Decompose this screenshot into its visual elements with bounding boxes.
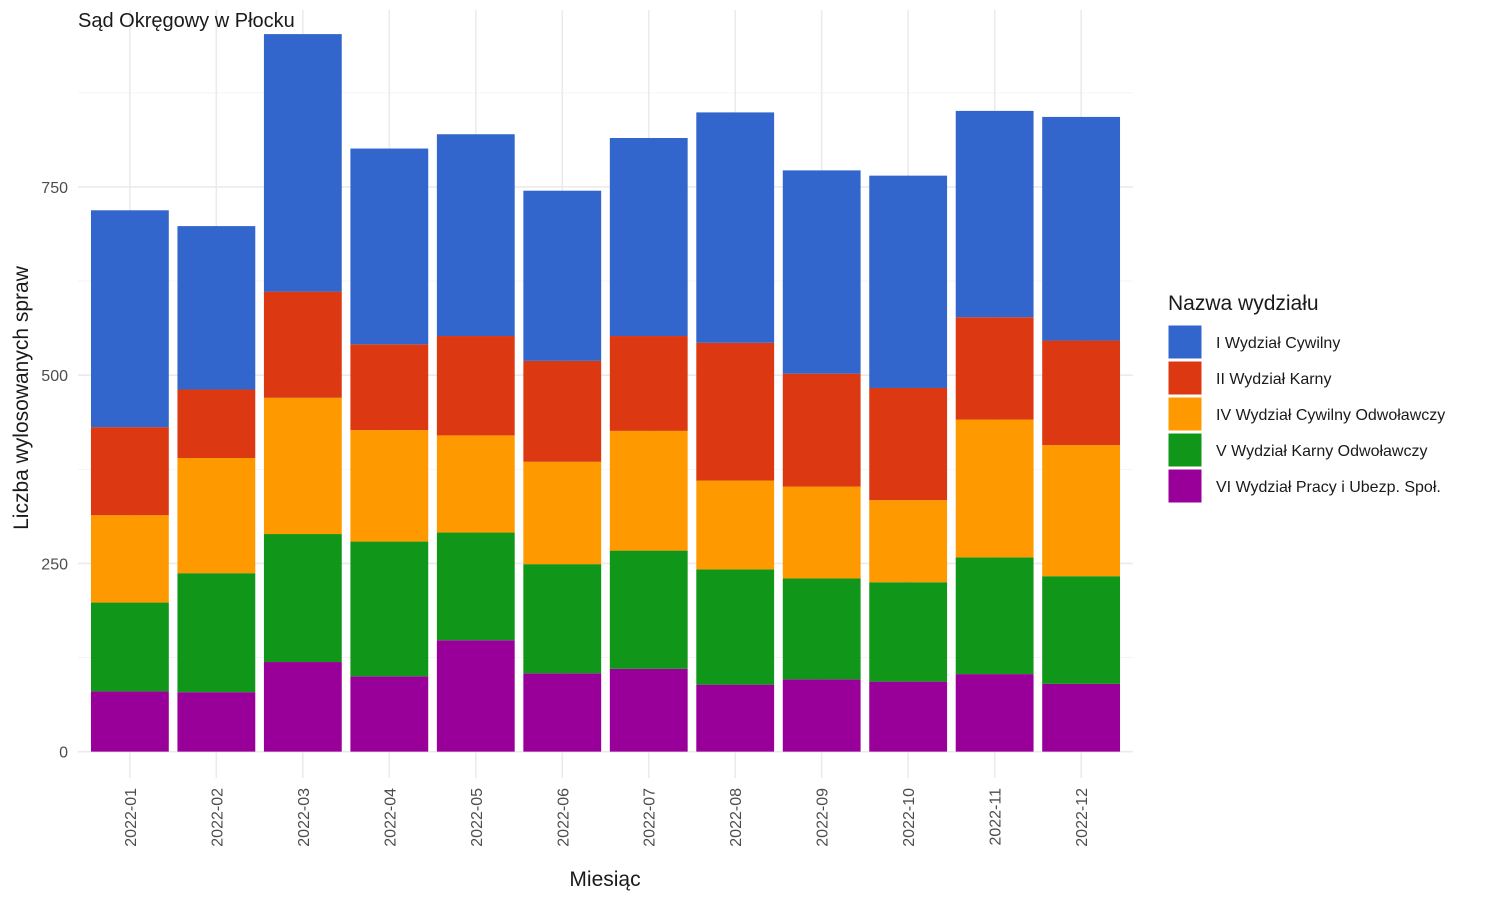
bar-segment: II Wydział Karny 2022-03: 141 (263, 291, 342, 398)
bar-segment: IV Wydział Cywilny Odwoławczy 2022-12: 1… (1042, 445, 1121, 577)
x-tick-label: 2022-11 (988, 788, 1005, 846)
x-tick-label: 2022-08 (728, 788, 745, 847)
bar-segment: IV Wydział Cywilny Odwoławczy 2022-10: 1… (869, 500, 948, 583)
x-tick-label: 2022-12 (1074, 788, 1091, 847)
bar-segment: IV Wydział Cywilny Odwoławczy 2022-03: 1… (263, 397, 342, 535)
bar-segment: V Wydział Karny Odwoławczy 2022-06: 145 (523, 564, 602, 674)
bar-segment: VI Wydział Pracy i Ubezp. Społ. 2022-02:… (177, 692, 256, 752)
y-tick-label: 0 (59, 745, 68, 762)
bar-segment: I Wydział Cywilny 2022-04: 260 (350, 148, 429, 345)
bar-segment: VI Wydział Pracy i Ubezp. Społ. 2022-04:… (350, 676, 429, 752)
x-axis-title: Miesiąc (569, 868, 640, 891)
y-tick-label: 500 (41, 368, 68, 385)
legend-swatch (1167, 360, 1203, 396)
legend-label: VI Wydział Pracy i Ubezp. Społ. (1216, 479, 1441, 496)
bar-segment: V Wydział Karny Odwoławczy 2022-07: 157 (609, 550, 688, 669)
bar-segment: IV Wydział Cywilny Odwoławczy 2022-04: 1… (350, 430, 429, 542)
bar-segment: V Wydział Karny Odwoławczy 2022-02: 158 (177, 573, 256, 693)
bar-segment: II Wydział Karny 2022-05: 132 (436, 336, 515, 436)
bar-segment: IV Wydział Cywilny Odwoławczy 2022-09: 1… (782, 486, 861, 579)
y-tick-label: 750 (41, 180, 68, 197)
x-tick-label: 2022-07 (642, 788, 659, 847)
bar-segment: V Wydział Karny Odwoławczy 2022-09: 134 (782, 578, 861, 680)
x-tick-label: 2022-04 (382, 788, 399, 847)
bar-segment: VI Wydział Pracy i Ubezp. Społ. 2022-01:… (90, 691, 169, 752)
legend-swatch (1167, 432, 1203, 468)
bar-segment: II Wydział Karny 2022-02: 91 (177, 389, 256, 458)
x-tick-label: 2022-01 (123, 788, 140, 847)
bar-segment: IV Wydział Cywilny Odwoławczy 2022-02: 1… (177, 458, 256, 574)
bar-segment: IV Wydział Cywilny Odwoławczy 2022-07: 1… (609, 430, 688, 551)
bar-segment: V Wydział Karny Odwoławczy 2022-10: 132 (869, 582, 948, 682)
bar-segment: VI Wydział Pracy i Ubezp. Społ. 2022-06:… (523, 673, 602, 752)
bar-segment: IV Wydział Cywilny Odwoławczy 2022-06: 1… (523, 461, 602, 565)
bar-segment: VI Wydział Pracy i Ubezp. Społ. 2022-08:… (696, 684, 775, 752)
x-tick-label: 2022-10 (901, 788, 918, 847)
bar-segment: VI Wydział Pracy i Ubezp. Społ. 2022-03:… (263, 662, 342, 752)
bar-segment: V Wydział Karny Odwoławczy 2022-05: 143 (436, 532, 515, 641)
bar-segment: V Wydział Karny Odwoławczy 2022-11: 155 (955, 557, 1034, 675)
bar-segment: I Wydział Cywilny 2022-03: 342 (263, 34, 342, 292)
chart-title: Sąd Okręgowy w Płocku (78, 10, 295, 32)
bar-segment: II Wydział Karny 2022-04: 114 (350, 344, 429, 431)
bar-segment: VI Wydział Pracy i Ubezp. Społ. 2022-12:… (1042, 683, 1121, 752)
bar-segment: V Wydział Karny Odwoławczy 2022-01: 118 (90, 602, 169, 692)
x-tick-label: 2022-06 (555, 788, 572, 847)
y-axis-ticks: 0 250 500 750 (41, 180, 68, 762)
x-tick-label: 2022-05 (469, 788, 486, 847)
bar-segment: I Wydział Cywilny 2022-02: 217 (177, 226, 256, 390)
x-tick-label: 2022-03 (296, 788, 313, 847)
bar-segment: IV Wydział Cywilny Odwoławczy 2022-05: 1… (436, 435, 515, 533)
bar-segment: I Wydział Cywilny 2022-11: 274 (955, 110, 1034, 318)
legend-swatch (1167, 468, 1203, 504)
bar-segment: I Wydział Cywilny 2022-06: 226 (523, 190, 602, 361)
x-tick-label: 2022-09 (815, 788, 832, 847)
legend-label: II Wydział Karny (1216, 371, 1331, 388)
bar-segment: II Wydział Karny 2022-08: 183 (696, 342, 775, 481)
bar-segment: I Wydział Cywilny 2022-10: 282 (869, 175, 948, 388)
y-tick-label: 250 (41, 556, 68, 573)
legend-items: I Wydział Cywilny II Wydział Karny IV Wydz… (1167, 324, 1445, 504)
bar-segment: IV Wydział Cywilny Odwoławczy 2022-08: 1… (696, 480, 775, 570)
bar-segment: I Wydział Cywilny 2022-05: 268 (436, 134, 515, 337)
legend-label: V Wydział Karny Odwoławczy (1216, 443, 1427, 460)
legend: Nazwa wydziału I Wydział Cywilny II Wydzi… (1167, 292, 1445, 504)
bar-segment: VI Wydział Pracy i Ubezp. Społ. 2022-10:… (869, 681, 948, 752)
bar-segment: V Wydział Karny Odwoławczy 2022-04: 179 (350, 541, 429, 677)
bar-segment: II Wydział Karny 2022-10: 149 (869, 387, 948, 501)
bar-segment: IV Wydział Cywilny Odwoławczy 2022-01: 1… (90, 515, 169, 603)
legend-title: Nazwa wydziału (1168, 292, 1319, 315)
y-axis-title: Liczba wylosowanych spraw (10, 265, 33, 530)
x-tick-label: 2022-02 (209, 788, 226, 847)
bar-segment: V Wydział Karny Odwoławczy 2022-12: 143 (1042, 576, 1121, 684)
bar-segment: II Wydział Karny 2022-12: 139 (1042, 340, 1121, 446)
bar-segment: II Wydział Karny 2022-11: 136 (955, 317, 1034, 420)
bar-segment: VI Wydział Pracy i Ubezp. Społ. 2022-07:… (609, 668, 688, 752)
bar-segment: I Wydział Cywilny 2022-01: 288 (90, 210, 169, 428)
bar-segment: II Wydział Karny 2022-06: 134 (523, 360, 602, 462)
legend-label: IV Wydział Cywilny Odwoławczy (1216, 407, 1445, 424)
bar-segment: I Wydział Cywilny 2022-12: 297 (1042, 116, 1121, 341)
bar-segment: II Wydział Karny 2022-09: 150 (782, 373, 861, 487)
x-axis-ticks: 2022-01 2022-02 2022-03 2022-04 2022-05 2022-… (123, 788, 1091, 847)
bar-segment: V Wydział Karny Odwoławczy 2022-08: 153 (696, 569, 775, 685)
bar-segment: I Wydział Cywilny 2022-07: 263 (609, 138, 688, 337)
legend-swatch (1167, 324, 1203, 360)
bar-segment: VI Wydział Pracy i Ubezp. Społ. 2022-05:… (436, 640, 515, 752)
bar-segment: II Wydział Karny 2022-01: 117 (90, 427, 169, 516)
bar-segment: IV Wydział Cywilny Odwoławczy 2022-11: 1… (955, 419, 1034, 558)
legend-label: I Wydział Cywilny (1216, 335, 1340, 352)
bar-segment: I Wydział Cywilny 2022-08: 306 (696, 112, 775, 343)
bar-segment: VI Wydział Pracy i Ubezp. Społ. 2022-09:… (782, 679, 861, 752)
bar-segment: II Wydział Karny 2022-07: 126 (609, 336, 688, 431)
bar-segment: V Wydział Karny Odwoławczy 2022-03: 170 (263, 534, 342, 663)
bar-segment: VI Wydział Pracy i Ubezp. Społ. 2022-11:… (955, 674, 1034, 752)
bars: VI Wydział Pracy i Ubezp. Społ. 2022-01:… (90, 34, 1121, 752)
legend-swatch (1167, 396, 1203, 432)
bar-segment: I Wydział Cywilny 2022-09: 270 (782, 170, 861, 374)
